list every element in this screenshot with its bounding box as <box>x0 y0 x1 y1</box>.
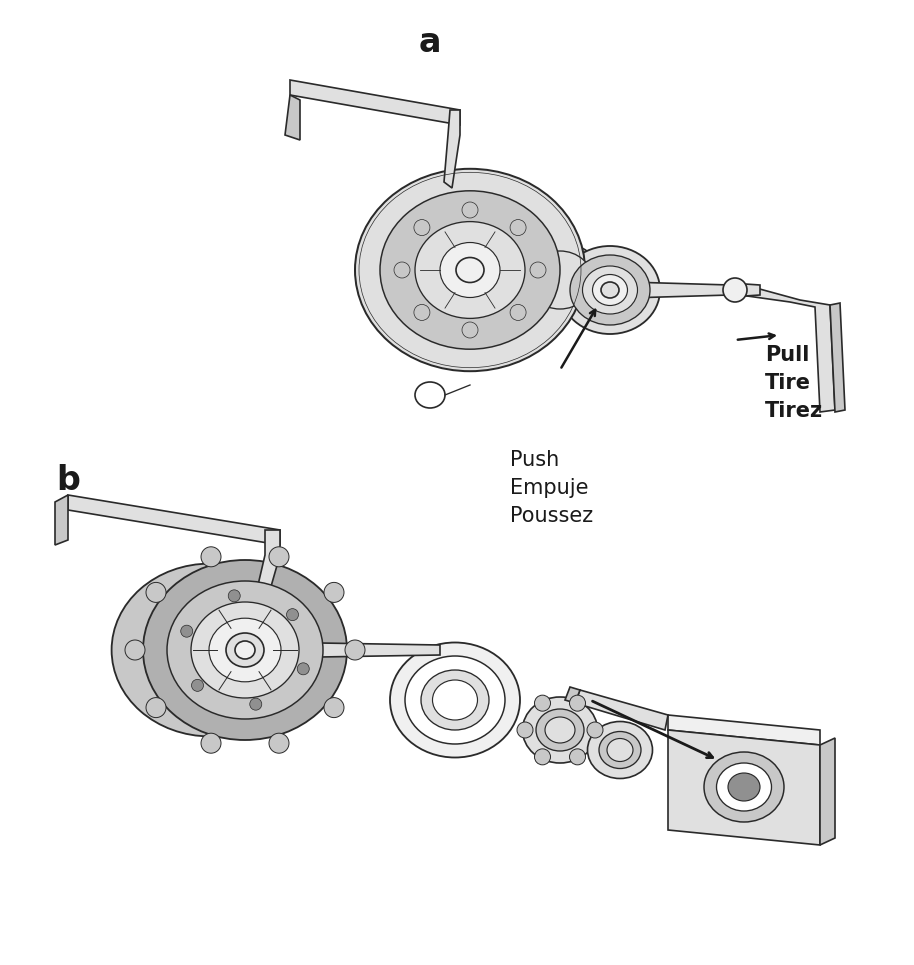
Circle shape <box>146 698 166 718</box>
Circle shape <box>414 304 430 320</box>
Polygon shape <box>730 283 760 297</box>
Polygon shape <box>628 282 730 298</box>
Polygon shape <box>55 495 68 545</box>
Text: Pull
Tire
Tirez: Pull Tire Tirez <box>765 345 824 421</box>
Polygon shape <box>258 530 280 590</box>
Circle shape <box>297 663 309 675</box>
Circle shape <box>146 583 166 602</box>
Polygon shape <box>565 687 580 703</box>
Ellipse shape <box>191 602 299 698</box>
Ellipse shape <box>405 656 505 744</box>
Circle shape <box>569 749 586 765</box>
Ellipse shape <box>582 266 637 314</box>
Polygon shape <box>668 730 820 845</box>
Circle shape <box>569 695 586 711</box>
Ellipse shape <box>167 581 323 719</box>
Circle shape <box>345 640 365 660</box>
Circle shape <box>587 722 603 738</box>
Circle shape <box>517 722 533 738</box>
Polygon shape <box>820 738 835 845</box>
Text: b: b <box>56 463 80 497</box>
Circle shape <box>201 547 221 566</box>
Ellipse shape <box>112 564 308 736</box>
Circle shape <box>462 322 478 338</box>
Ellipse shape <box>545 717 575 743</box>
Circle shape <box>269 547 289 566</box>
Ellipse shape <box>421 670 489 730</box>
Circle shape <box>535 749 550 765</box>
Circle shape <box>286 609 299 620</box>
Ellipse shape <box>209 619 281 682</box>
Circle shape <box>324 583 344 602</box>
Ellipse shape <box>599 731 641 768</box>
Ellipse shape <box>523 697 598 763</box>
Ellipse shape <box>456 258 484 283</box>
Circle shape <box>510 304 526 320</box>
Ellipse shape <box>517 242 602 317</box>
Ellipse shape <box>143 560 347 740</box>
Circle shape <box>394 262 410 278</box>
Polygon shape <box>444 110 460 188</box>
Ellipse shape <box>390 643 520 758</box>
Circle shape <box>250 698 261 710</box>
Circle shape <box>723 278 747 302</box>
Polygon shape <box>285 95 300 140</box>
Ellipse shape <box>704 752 784 822</box>
Circle shape <box>125 640 145 660</box>
Circle shape <box>462 202 478 218</box>
Polygon shape <box>260 642 440 658</box>
Ellipse shape <box>440 242 500 297</box>
Ellipse shape <box>415 222 525 318</box>
Ellipse shape <box>592 274 628 306</box>
Ellipse shape <box>728 773 760 801</box>
Ellipse shape <box>717 763 771 811</box>
Ellipse shape <box>226 633 264 667</box>
Ellipse shape <box>560 246 660 334</box>
Circle shape <box>201 733 221 754</box>
Ellipse shape <box>527 251 592 309</box>
Ellipse shape <box>536 709 584 751</box>
Ellipse shape <box>588 722 653 779</box>
Circle shape <box>192 679 204 691</box>
Polygon shape <box>290 80 460 125</box>
Circle shape <box>181 625 193 637</box>
Polygon shape <box>68 495 280 545</box>
Ellipse shape <box>601 282 619 298</box>
Circle shape <box>269 733 289 754</box>
Polygon shape <box>740 285 835 412</box>
Ellipse shape <box>235 641 255 659</box>
Ellipse shape <box>570 255 650 325</box>
Text: Push
Empuje
Poussez: Push Empuje Poussez <box>510 450 593 526</box>
Circle shape <box>535 695 550 711</box>
Ellipse shape <box>380 191 560 349</box>
Circle shape <box>324 698 344 718</box>
Circle shape <box>228 590 240 602</box>
Ellipse shape <box>607 738 633 761</box>
Polygon shape <box>830 303 845 412</box>
Circle shape <box>530 262 546 278</box>
Text: a: a <box>419 25 441 59</box>
Circle shape <box>510 220 526 235</box>
Polygon shape <box>575 690 668 730</box>
Circle shape <box>414 220 430 235</box>
Ellipse shape <box>355 169 585 372</box>
Polygon shape <box>668 715 820 745</box>
Ellipse shape <box>432 680 477 720</box>
